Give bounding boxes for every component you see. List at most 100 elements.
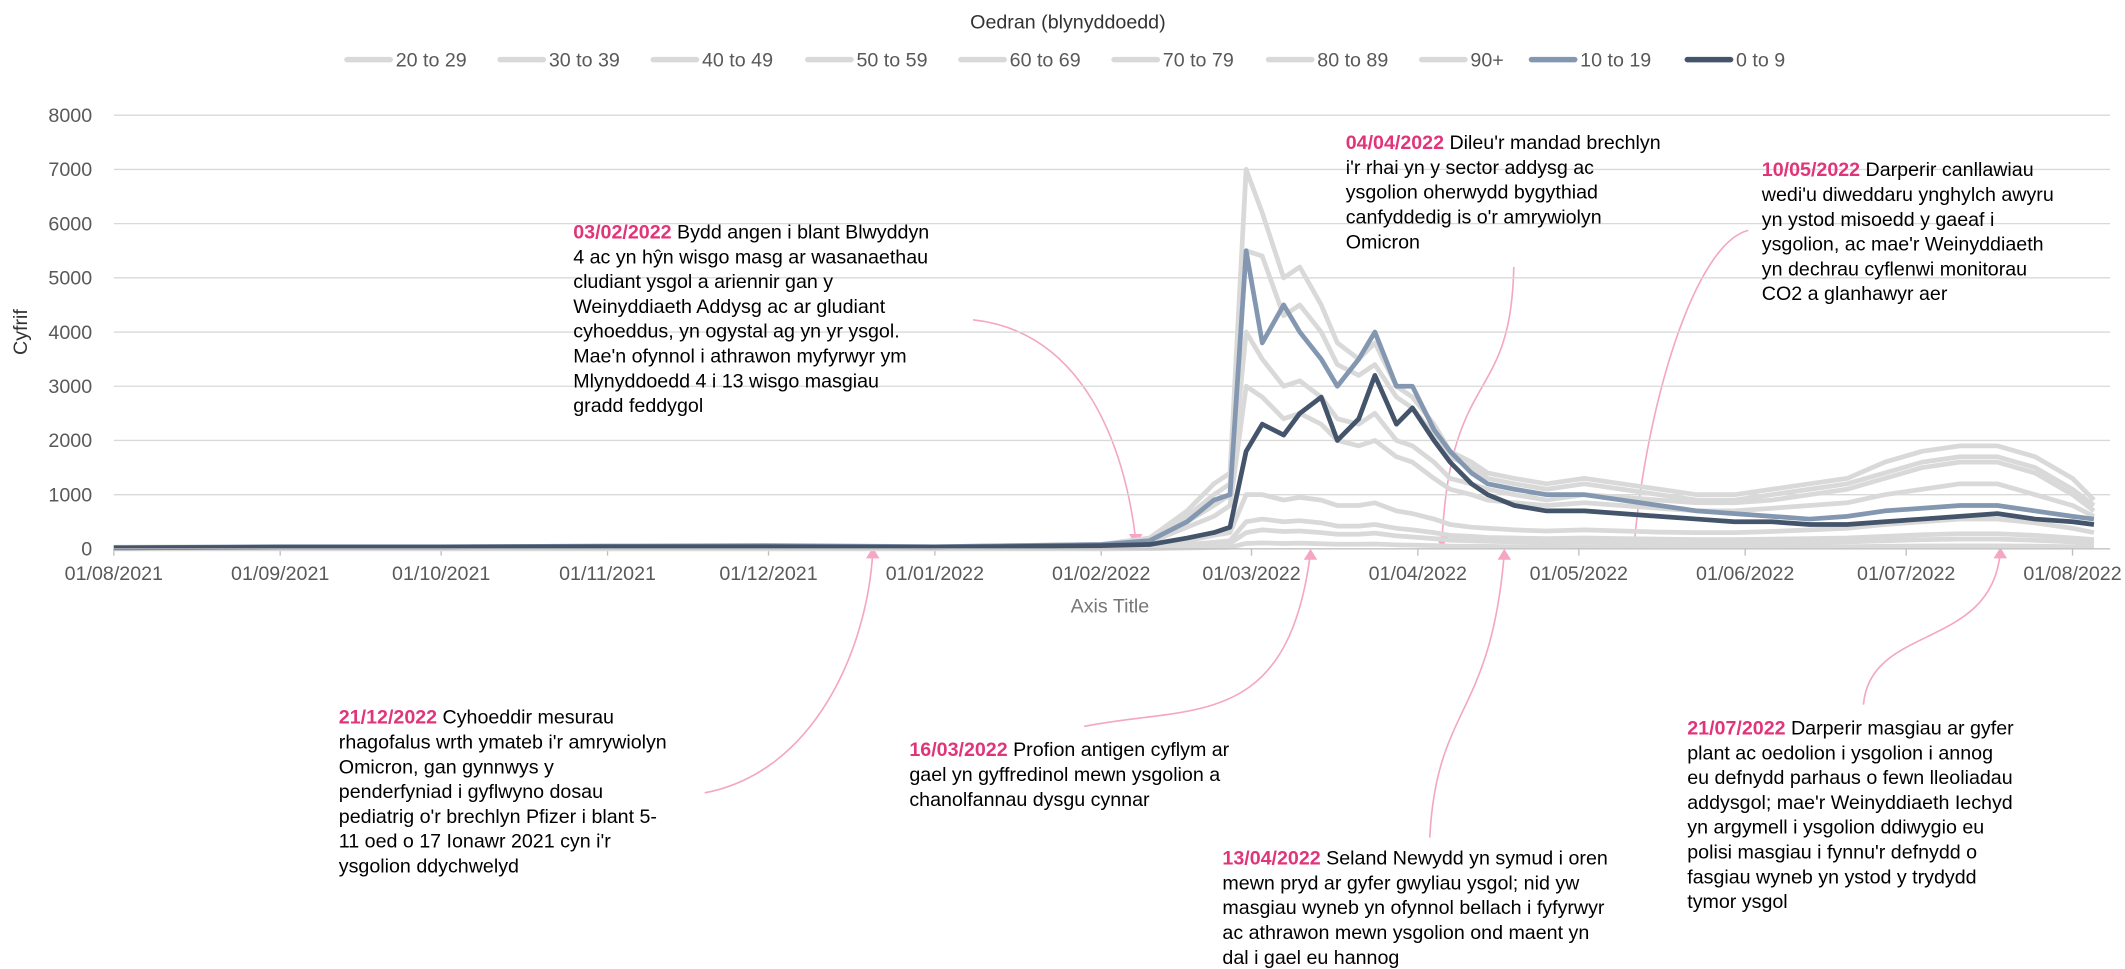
annotation-line: rhagofalus wrth ymateb i'r amrywiolyn: [339, 731, 667, 753]
legend-label: 60 to 69: [1010, 49, 1081, 71]
y-tick-label: 3000: [48, 376, 92, 398]
annotation-line: yn ystod misoedd y gaeaf i: [1762, 209, 1995, 231]
annotation-line: ysgolion oherwydd bygythiad: [1346, 182, 1598, 204]
legend-label: 70 to 79: [1163, 49, 1234, 71]
annotation-date: 21/12/2022: [339, 707, 437, 729]
annotation: 21/07/2022 Darperir masgiau ar gyfer plant…: [1687, 718, 2014, 914]
annotation-line: Cyhoeddir mesurau: [443, 707, 614, 729]
x-tick-label: 01/06/2022: [1696, 563, 1794, 585]
arrow: [972, 319, 1137, 540]
x-tick-label: 01/04/2022: [1369, 563, 1467, 585]
annotation-line: plant ac oedolion i ysgolion i annog: [1687, 742, 1993, 764]
x-tick-label: 01/07/2022: [1857, 563, 1955, 585]
x-tick-label: 01/10/2021: [392, 563, 490, 585]
arrow: [1428, 552, 1506, 838]
x-axis-label: Axis Title: [1071, 596, 1150, 618]
annotation-line: gradd feddygol: [573, 395, 703, 417]
annotation-line: Dileu'r mandad brechlyn: [1449, 132, 1660, 154]
annotation-line: Mlynyddoedd 4 i 13 wisgo masgiau: [573, 370, 879, 392]
x-tick-label: 01/11/2021: [559, 563, 656, 585]
annotation-line: ysgolion ddychwelyd: [339, 856, 519, 878]
series-line: [113, 373, 2095, 551]
y-tick-label: 5000: [48, 268, 92, 290]
annotation-line: mewn pryd ar gyfer gwyliau ysgol; nid yw: [1222, 872, 1580, 894]
series-line: [113, 248, 2095, 551]
y-tick-label: 1000: [48, 484, 92, 506]
x-tick-label: 01/08/2021: [65, 563, 163, 585]
legend-label: 40 to 49: [702, 49, 773, 71]
annotation-line: Mae'n ofynnol i athrawon myfyrwyr ym: [573, 346, 906, 368]
x-tick-label: 01/08/2022: [2023, 563, 2121, 585]
annotation-line: Omicron: [1346, 231, 1420, 253]
x-tick-label: 01/02/2022: [1052, 563, 1150, 585]
x-tick-label: 01/01/2022: [886, 563, 984, 585]
legend-label: 30 to 39: [549, 49, 620, 71]
legend-label: 50 to 59: [857, 49, 928, 71]
annotation-date: 04/04/2022: [1346, 132, 1444, 154]
y-tick-label: 7000: [48, 159, 92, 181]
y-tick-label: 0: [81, 539, 92, 561]
annotation-arrows: [704, 229, 2008, 838]
arrow: [1441, 266, 1515, 543]
annotation-line: pediatrig o'r brechlyn Pfizer i blant 5-: [339, 806, 657, 828]
annotation-line: Weinyddiaeth Addysg ac ar gludiant: [573, 296, 885, 318]
annotation-date: 21/07/2022: [1687, 718, 1785, 740]
annotation-line: ac athrawon mewn ysgolion ond maent yn: [1222, 922, 1589, 944]
annotation-line: i'r rhai yn y sector addysg ac: [1346, 157, 1594, 179]
annotation-line: Bydd angen i blant Blwyddyn: [677, 222, 929, 244]
annotation-date: 03/02/2022: [573, 222, 671, 244]
annotation-line: Omicron, gan gynnwys y: [339, 756, 554, 778]
annotation-date: 13/04/2022: [1222, 848, 1320, 870]
annotation-line: fasgiau wyneb yn ystod y trydydd: [1687, 866, 1976, 888]
annotation: 16/03/2022 Profion antigen cyflym ar gael …: [909, 739, 1229, 811]
annotation-line: Darperir masgiau ar gyfer: [1791, 718, 2014, 740]
legend-label: 90+: [1470, 49, 1503, 71]
annotation-date: 10/05/2022: [1762, 159, 1860, 181]
legend-label: 0 to 9: [1736, 49, 1785, 71]
annotation-line: wedi'u diweddaru ynghylch awyru: [1761, 184, 2054, 206]
arrow: [704, 551, 874, 794]
annotation-line: gael yn gyffredinol mewn ysgolion a: [909, 764, 1220, 786]
annotation-line: Seland Newydd yn symud i oren: [1326, 848, 1608, 870]
annotation-line: tymor ysgol: [1687, 891, 1787, 913]
annotation-line: cludiant ysgol a ariennir gan y: [573, 271, 833, 293]
y-tick-label: 6000: [48, 213, 92, 235]
legend-label: 10 to 19: [1580, 49, 1651, 71]
y-axis-label: Cyfrif: [10, 309, 32, 355]
annotation-line: chanolfannau dysgu cynnar: [909, 789, 1150, 811]
annotation: 13/04/2022 Seland Newydd yn symud i oren m…: [1222, 848, 1607, 969]
annotation-line: canfyddedig is o'r amrywiolyn: [1346, 206, 1602, 228]
arrow: [1084, 552, 1312, 728]
annotation: 21/12/2022 Cyhoeddir mesurau rhagofalus wr…: [339, 707, 667, 878]
annotation-date: 16/03/2022: [909, 739, 1007, 761]
legend-label: 80 to 89: [1317, 49, 1388, 71]
annotation-line: masgiau wyneb yn ofynnol bellach i fyfyr…: [1222, 897, 1605, 919]
legend-label: 20 to 29: [396, 49, 467, 71]
annotation-line: cyhoeddus, yn ogystal ag yn yr ysgol.: [573, 321, 899, 343]
x-tick-label: 01/05/2022: [1530, 563, 1628, 585]
annotation-line: penderfyniad i gyflwyno dosau: [339, 781, 603, 803]
y-tick-label: 8000: [48, 105, 92, 127]
annotation-line: Profion antigen cyflym ar: [1013, 739, 1230, 761]
x-tick-label: 01/03/2022: [1202, 563, 1300, 585]
annotation-line: CO2 a glanhawyr aer: [1762, 283, 1948, 305]
y-tick-label: 4000: [48, 322, 92, 344]
annotation-line: addysgol; mae'r Weinyddiaeth Iechyd: [1687, 792, 2012, 814]
x-tick-label: 01/12/2021: [719, 563, 817, 585]
annotation-line: yn dechrau cyflenwi monitorau: [1762, 258, 2027, 280]
annotation-line: Darperir canllawiau: [1866, 159, 2034, 181]
annotation-line: dal i gael eu hannog: [1222, 947, 1399, 969]
annotation-line: 11 oed o 17 Ionawr 2021 cyn i'r: [339, 831, 611, 853]
y-tick-label: 2000: [48, 430, 92, 452]
annotation: 03/02/2022 Bydd angen i blant Blwyddyn 4 a…: [573, 222, 929, 418]
annotation-line: ysgolion, ac mae'r Weinyddiaeth: [1762, 234, 2044, 256]
annotation-line: eu defnydd parhaus o fewn lleoliadau: [1687, 767, 2012, 789]
legend-title: Oedran (blynyddoedd): [970, 11, 1165, 33]
annotation: 10/05/2022 Darperir canllawiau wedi'u diwe…: [1761, 159, 2054, 305]
annotation-line: yn argymell i ysgolion ddiwygio eu: [1687, 817, 1984, 839]
annotation-line: polisi masgiau i fynnu'r defnydd o: [1687, 842, 1977, 864]
annotation: 04/04/2022 Dileu'r mandad brechlyn i'r rha…: [1346, 132, 1661, 253]
x-tick-label: 01/09/2021: [231, 563, 329, 585]
arrow: [1862, 551, 2002, 705]
